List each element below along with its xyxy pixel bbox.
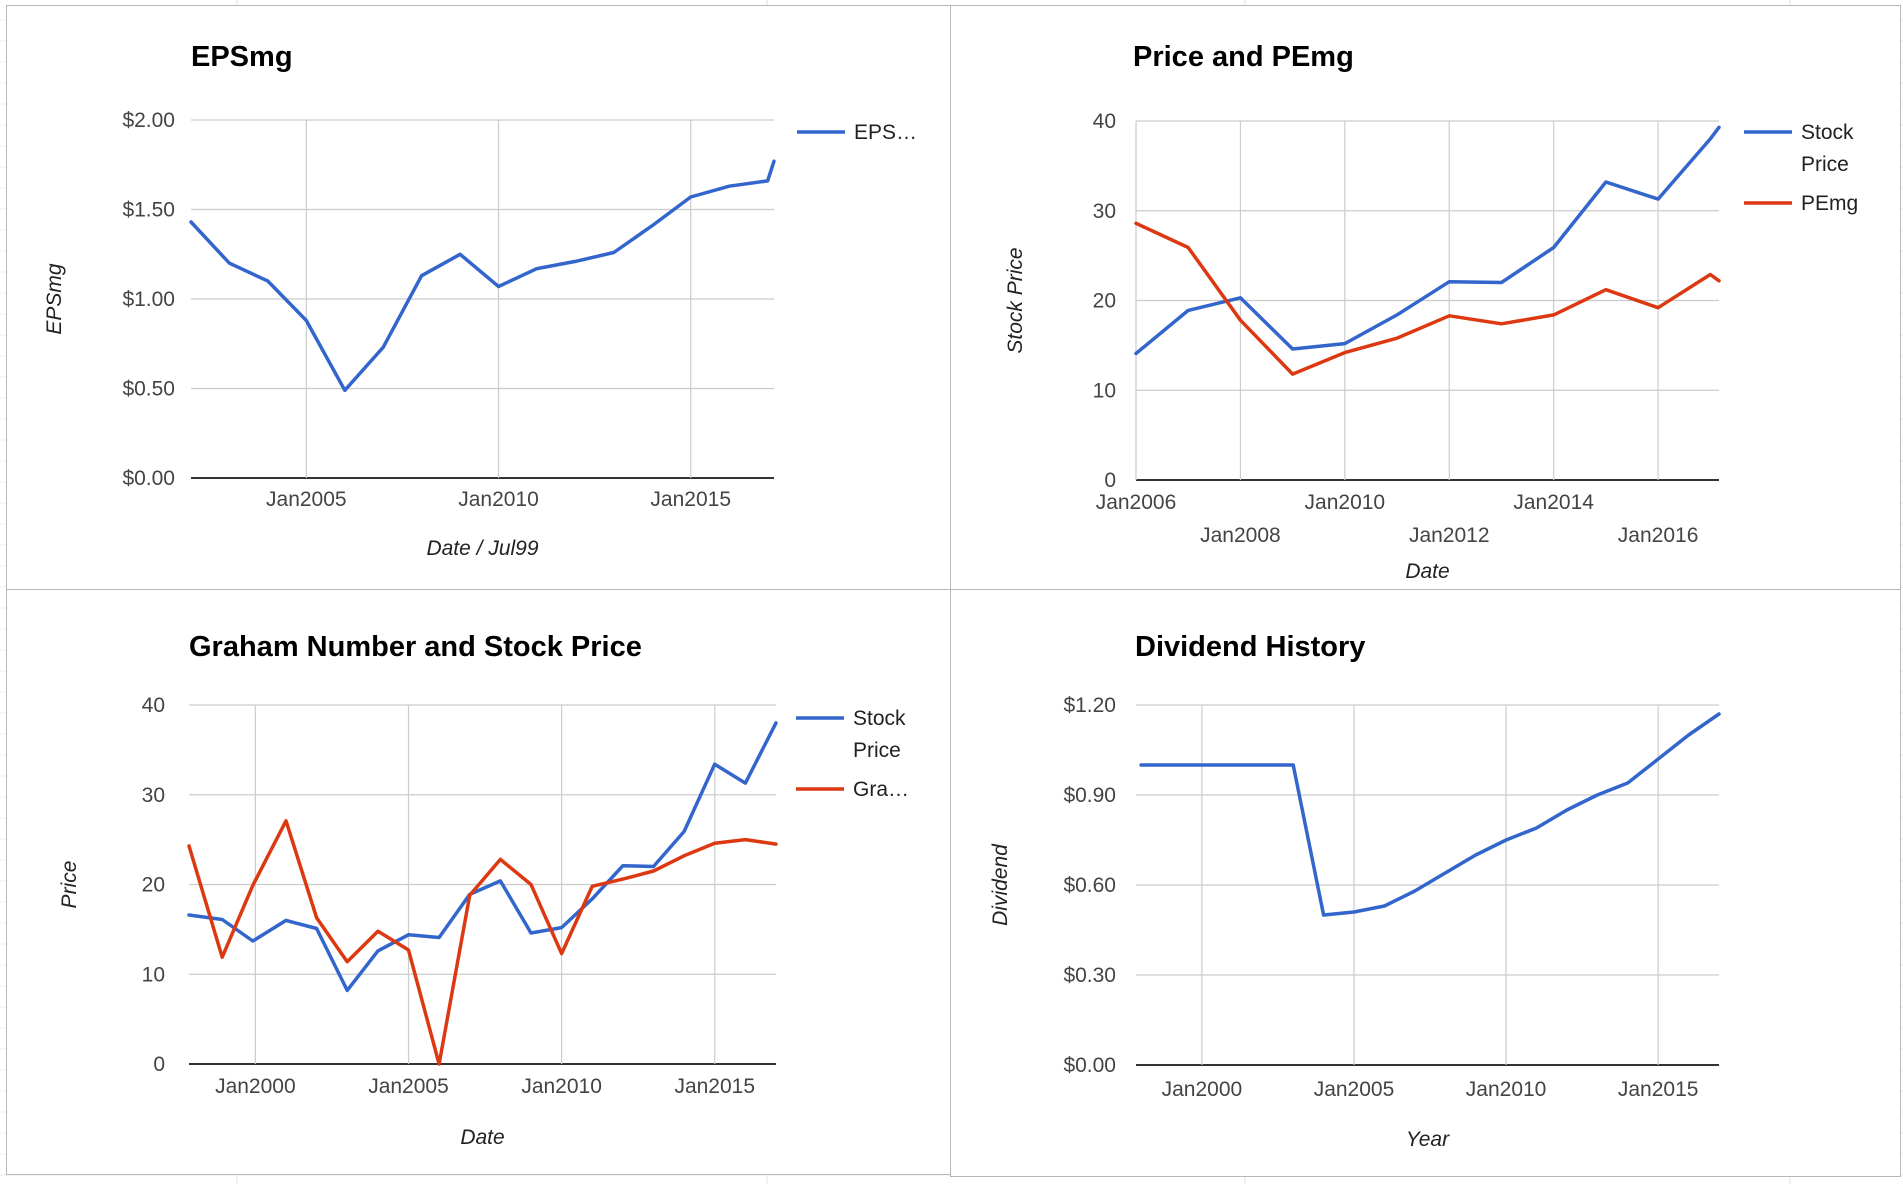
series-line-2[interactable] — [187, 819, 778, 1066]
legend-label: Stock Price — [1801, 121, 1854, 176]
legend-label: Stock Price — [853, 707, 906, 762]
x-tick-label: Jan2005 — [368, 1075, 449, 1098]
series-line-1[interactable] — [187, 721, 778, 993]
series-line-2[interactable] — [1134, 221, 1721, 376]
chart-panel-dividend[interactable]: Dividend History $0.00 $0.30 $0.60 $0.90 $1.2… — [950, 589, 1901, 1177]
x-axis-title: Year — [1406, 1128, 1450, 1151]
x-tick-label: Jan2008 — [1200, 524, 1281, 547]
x-tick-label: Jan2016 — [1618, 524, 1699, 547]
y-tick-label: $0.90 — [1063, 784, 1116, 807]
y-tick-label: $0.00 — [122, 467, 175, 490]
chart-graham: Graham Number and Stock Price 0 10 20 30 40 Ja… — [58, 631, 909, 1149]
chart-panel-graham[interactable]: Graham Number and Stock Price 0 10 20 30 40 Ja… — [6, 589, 952, 1175]
x-tick-label: Jan2015 — [650, 488, 731, 511]
x-axis-title: Date — [460, 1126, 504, 1149]
y-tick-label: $0.30 — [1063, 964, 1116, 987]
y-axis-title: Price — [58, 861, 81, 909]
x-tick-label: Jan2014 — [1513, 491, 1594, 514]
chart-title: Dividend History — [1135, 631, 1365, 663]
chart-panel-price-pe[interactable]: Price and PEmg 0 10 20 30 40 Jan2006 Jan2008 Jan… — [950, 5, 1901, 591]
y-tick-label: $0.50 — [122, 378, 175, 401]
y-axis-title: EPSmg — [43, 263, 66, 335]
series-line-1[interactable] — [1139, 712, 1721, 917]
x-tick-label: Jan2010 — [1466, 1078, 1547, 1101]
y-tick-label: $0.00 — [1063, 1054, 1116, 1077]
x-tick-label: Jan2010 — [458, 488, 539, 511]
x-tick-label: Jan2000 — [215, 1075, 296, 1098]
x-tick-label: Jan2005 — [266, 488, 347, 511]
y-tick-label: 40 — [142, 694, 165, 717]
y-axis-title: Dividend — [989, 843, 1012, 926]
series-line-1[interactable] — [189, 159, 776, 393]
legend-label: PEmg — [1801, 192, 1858, 215]
y-tick-label: 20 — [142, 874, 165, 897]
chart-title: Graham Number and Stock Price — [189, 631, 642, 663]
chart-price-pe: Price and PEmg 0 10 20 30 40 Jan2006 Jan2008 Jan… — [1004, 41, 1858, 583]
x-tick-label: Jan2015 — [1618, 1078, 1699, 1101]
x-tick-label: Jan2000 — [1162, 1078, 1243, 1101]
x-tick-label: Jan2006 — [1096, 491, 1177, 514]
y-tick-label: 20 — [1093, 290, 1116, 313]
y-axis-title: Stock Price — [1004, 247, 1027, 353]
chart-panel-eps[interactable]: EPSmg $0.00 $0.50 $1.00 $1.50 $2.00 Jan2005 Jan… — [6, 5, 952, 591]
series-line-1[interactable] — [1134, 125, 1721, 356]
y-tick-label: $1.00 — [122, 288, 175, 311]
x-tick-label: Jan2010 — [521, 1075, 602, 1098]
y-tick-label: 0 — [153, 1053, 165, 1076]
y-tick-label: 30 — [1093, 200, 1116, 223]
x-tick-label: Jan2005 — [1314, 1078, 1395, 1101]
y-tick-label: 10 — [1093, 379, 1116, 402]
chart-eps: EPSmg $0.00 $0.50 $1.00 $1.50 $2.00 Jan2005 Jan… — [43, 41, 917, 560]
y-tick-label: $1.20 — [1063, 694, 1116, 717]
legend-label: Gra… — [853, 778, 909, 801]
y-tick-label: $0.60 — [1063, 874, 1116, 897]
x-tick-label: Jan2010 — [1305, 491, 1386, 514]
y-tick-label: 10 — [142, 963, 165, 986]
chart-title: Price and PEmg — [1133, 41, 1354, 73]
x-axis-title: Date — [1405, 560, 1449, 583]
y-tick-label: 40 — [1093, 110, 1116, 133]
x-tick-label: Jan2015 — [674, 1075, 755, 1098]
chart-title: EPSmg — [191, 41, 293, 73]
x-axis-title: Date / Jul99 — [426, 537, 538, 560]
legend-label: EPS… — [854, 121, 917, 144]
y-tick-label: $1.50 — [122, 199, 175, 222]
y-tick-label: $2.00 — [122, 109, 175, 132]
x-tick-label: Jan2012 — [1409, 524, 1490, 547]
y-tick-label: 30 — [142, 784, 165, 807]
y-tick-label: 0 — [1104, 469, 1116, 492]
chart-dividend: Dividend History $0.00 $0.30 $0.60 $0.90 $1.2… — [989, 631, 1721, 1151]
